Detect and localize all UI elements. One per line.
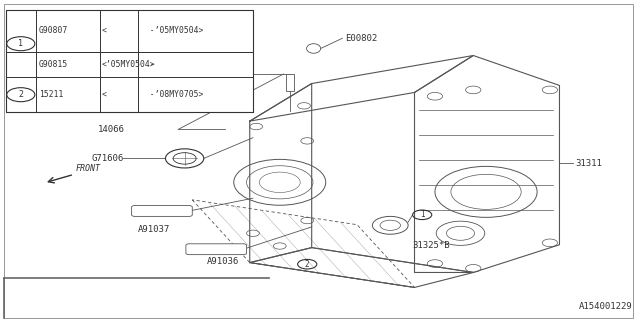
Bar: [6, 10, 253, 112]
Text: FRONT: FRONT: [76, 164, 101, 173]
Text: 1: 1: [19, 39, 23, 48]
Text: E00802: E00802: [346, 34, 378, 43]
Text: -’08MY0705>: -’08MY0705>: [140, 90, 204, 99]
Text: G71606: G71606: [92, 154, 124, 163]
Text: G90807: G90807: [39, 27, 68, 36]
Text: 2: 2: [305, 260, 310, 269]
Text: 31325*B: 31325*B: [413, 241, 450, 250]
Text: A91037: A91037: [138, 225, 170, 234]
Text: 1: 1: [420, 210, 424, 219]
Ellipse shape: [307, 44, 321, 53]
Text: -’05MY0504>: -’05MY0504>: [140, 27, 204, 36]
FancyBboxPatch shape: [186, 244, 246, 255]
Text: 31311: 31311: [575, 159, 602, 168]
Text: 2: 2: [19, 90, 23, 99]
Text: <’05MY0504-: <’05MY0504-: [102, 60, 156, 69]
Text: A154001229: A154001229: [579, 302, 633, 311]
Text: G90815: G90815: [39, 60, 68, 69]
FancyBboxPatch shape: [132, 205, 192, 216]
Text: <: <: [102, 90, 106, 99]
Text: 14066: 14066: [99, 125, 125, 134]
Text: >: >: [140, 60, 154, 69]
Text: 15211: 15211: [39, 90, 63, 99]
Text: A91036: A91036: [207, 257, 239, 266]
Text: <: <: [102, 27, 106, 36]
Bar: [286, 74, 294, 92]
